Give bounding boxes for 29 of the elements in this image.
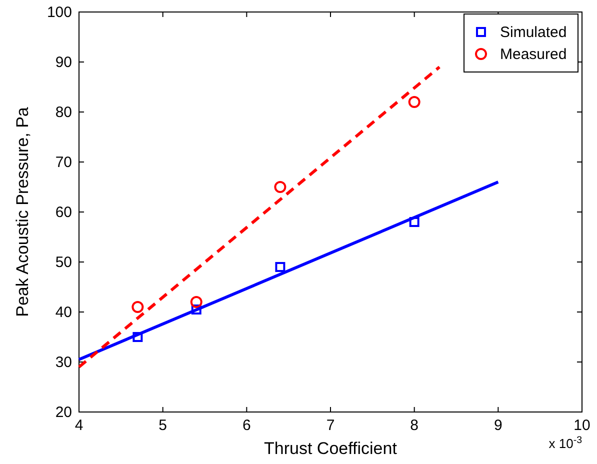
x-tick-label: 10 xyxy=(574,417,590,434)
legend-label: Simulated xyxy=(500,24,567,41)
point xyxy=(274,181,286,193)
y-tick-label: 100 xyxy=(46,4,72,21)
point xyxy=(132,332,143,342)
y-axis-title: Peak Acoustic Pressure, Pa xyxy=(13,106,32,317)
legend-label: Measured xyxy=(500,46,567,63)
x-tick-label: 9 xyxy=(494,417,502,434)
point xyxy=(190,296,202,308)
x-tick-label: 4 xyxy=(74,417,84,434)
point xyxy=(275,262,286,272)
y-tick-label: 40 xyxy=(55,304,72,321)
point xyxy=(408,96,420,108)
y-tick-label: 90 xyxy=(55,54,72,71)
text: x 10$^{-3}$ xyxy=(548,434,582,451)
x-tick-label: 8 xyxy=(410,417,419,434)
y-tick-label: 30 xyxy=(55,354,72,371)
point xyxy=(132,301,144,313)
y-tick-label: 60 xyxy=(55,204,72,221)
y-tick-label: 80 xyxy=(55,104,72,121)
y-tick-label: 20 xyxy=(55,404,72,421)
point xyxy=(191,304,202,314)
x-axis-title: Thrust Coefficient xyxy=(264,439,398,458)
x-tick-label: 6 xyxy=(242,417,251,434)
x-tick-label: 7 xyxy=(326,417,335,434)
point xyxy=(409,217,420,227)
y-tick-label: 70 xyxy=(55,154,72,171)
x-tick-label: 5 xyxy=(158,417,168,434)
y-tick-label: 50 xyxy=(55,254,72,271)
